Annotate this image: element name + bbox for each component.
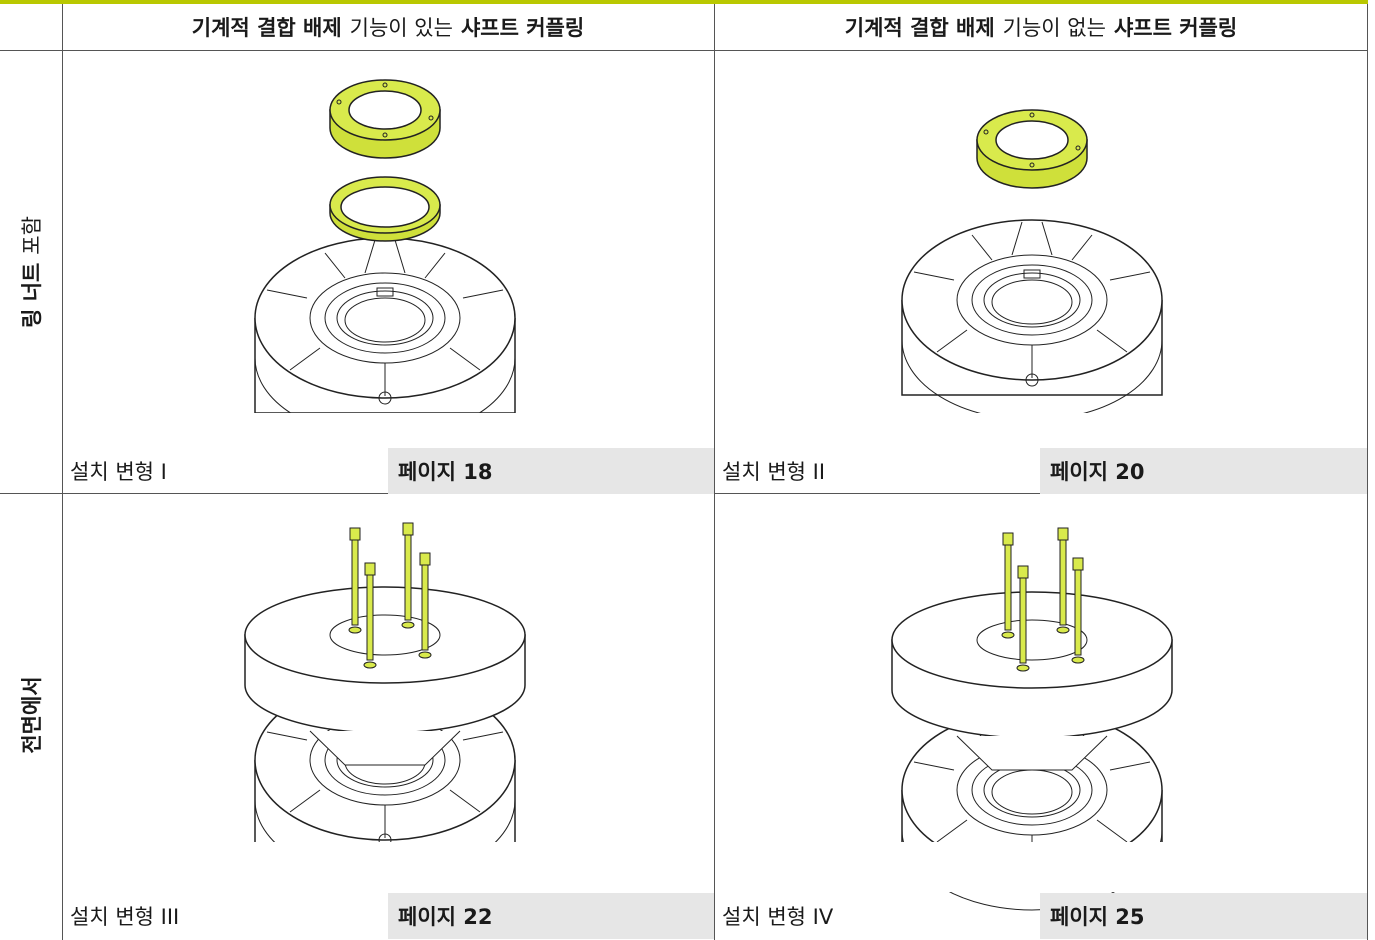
header-text: 기능이 있는 [349, 16, 453, 40]
caption: 설치 변형 IV [722, 905, 834, 929]
divider [0, 50, 1368, 51]
housing [901, 219, 1163, 421]
header-text: 기계적 결합 배제 [844, 16, 995, 40]
header-text: 기계적 결합 배제 [191, 16, 342, 40]
header-text: 샤프트 커플링 [460, 16, 585, 40]
page-ref: 페이지 25 [1040, 893, 1367, 939]
row-label-text: 포함 [20, 216, 44, 255]
header-text: 샤프트 커플링 [1113, 16, 1238, 40]
ring-nut [329, 79, 441, 159]
caption: 설치 변형 I [70, 460, 167, 484]
page-ref: 페이지 22 [388, 893, 714, 939]
clip-ring [329, 176, 441, 242]
caption: 설치 변형 II [722, 460, 826, 484]
divider [714, 4, 715, 940]
illustration-2 [901, 109, 1163, 421]
illustration-1 [254, 79, 516, 439]
header-text: 기능이 없는 [1002, 16, 1106, 40]
row-label: 링 너트 포함 [11, 52, 51, 492]
page-ref: 페이지 18 [388, 448, 714, 494]
divider [1367, 4, 1368, 940]
caption: 설치 변형 III [70, 905, 180, 929]
divider [62, 4, 63, 940]
column-header: 기계적 결합 배제 기능이 있는 샤프트 커플링 [62, 0, 714, 50]
ring-nut [976, 109, 1088, 189]
housing [254, 237, 516, 439]
row-label: 전면에서 [11, 495, 51, 935]
row-label-text: 링 너트 [20, 262, 44, 328]
corner-cell [0, 0, 62, 50]
column-header: 기계적 결합 배제 기능이 없는 샤프트 커플링 [714, 0, 1368, 50]
illustration-3 [244, 522, 526, 881]
row-label-text: 전면에서 [20, 676, 44, 754]
page-ref: 페이지 20 [1040, 448, 1367, 494]
